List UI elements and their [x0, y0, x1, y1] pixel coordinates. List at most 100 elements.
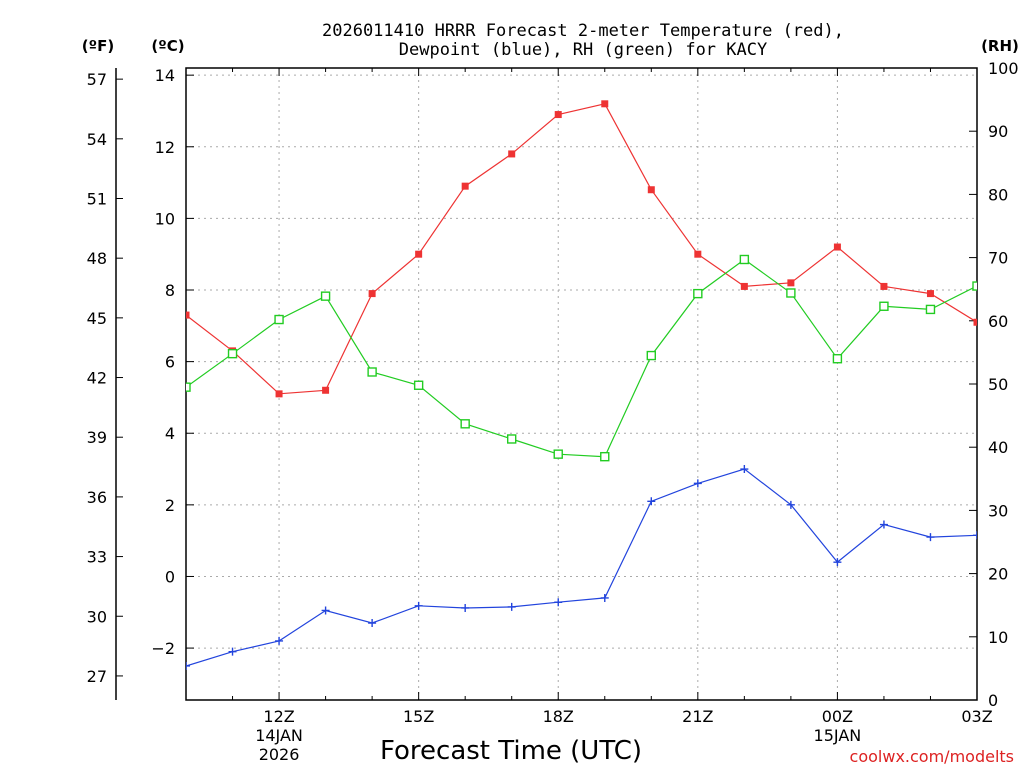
- grid-lines: [186, 68, 978, 700]
- data-point-marker: [186, 311, 190, 319]
- data-point-marker: [833, 243, 841, 251]
- data-point-marker: [322, 386, 330, 394]
- rh-tick-label: 20: [988, 565, 1008, 584]
- data-point-marker: [833, 558, 842, 567]
- data-point-marker: [508, 150, 516, 158]
- fahrenheit-tick-label: 30: [87, 607, 107, 626]
- data-point-marker: [507, 602, 516, 611]
- x-date-label: 15JAN: [814, 726, 862, 745]
- plot-area: [186, 100, 1024, 670]
- rh-tick-label: 100: [988, 59, 1019, 78]
- chart-title-line-1: 2026011410 HRRR Forecast 2-meter Tempera…: [322, 21, 844, 41]
- x-tick-label: 18Z: [543, 707, 574, 726]
- data-point-marker: [228, 647, 237, 656]
- data-point-marker: [926, 290, 934, 298]
- data-point-marker: [367, 367, 377, 377]
- data-point-marker: [1020, 279, 1024, 287]
- data-point-marker: [275, 390, 283, 398]
- data-point-marker: [600, 451, 610, 462]
- data-point-marker: [414, 601, 423, 610]
- data-point-marker: [740, 282, 748, 290]
- data-point-marker: [786, 500, 795, 509]
- data-point-marker: [739, 254, 750, 265]
- celsius-tick-label: 10: [155, 209, 175, 228]
- celsius-tick-label: 0: [165, 567, 175, 586]
- data-point-marker: [415, 250, 423, 258]
- data-point-marker: [461, 182, 469, 190]
- data-point-marker: [694, 250, 702, 258]
- data-point-marker: [460, 419, 470, 429]
- data-point-marker: [554, 598, 563, 607]
- rh-tick-label: 70: [988, 249, 1008, 268]
- data-point-marker: [693, 288, 703, 299]
- rh-tick-label: 30: [988, 501, 1008, 520]
- series-dewpoint: [186, 465, 1024, 670]
- data-point-marker: [413, 380, 424, 390]
- data-series: [186, 100, 1024, 670]
- fahrenheit-tick-label: 51: [87, 189, 107, 208]
- fahrenheit-tick-label: 45: [87, 309, 107, 328]
- fahrenheit-unit-label: (ºF): [82, 37, 114, 55]
- axes: [115, 67, 978, 701]
- data-point-marker: [227, 348, 238, 359]
- celsius-tick-label: 4: [165, 424, 175, 443]
- data-point-marker: [186, 382, 191, 392]
- x-date-label: 2026: [259, 745, 300, 764]
- series-line: [186, 468, 977, 667]
- data-point-marker: [1020, 515, 1024, 523]
- celsius-tick-label: −2: [151, 639, 175, 658]
- data-point-marker: [647, 186, 655, 194]
- fahrenheit-tick-label: 27: [87, 667, 107, 686]
- series-temperature: [186, 100, 1024, 398]
- data-point-marker: [787, 279, 795, 287]
- data-point-marker: [461, 603, 470, 612]
- data-point-marker: [275, 636, 284, 645]
- celsius-tick-label: 14: [155, 66, 175, 85]
- celsius-tick-label: 12: [155, 138, 175, 157]
- rh-tick-label: 10: [988, 628, 1008, 647]
- series-relative-humidity: [186, 254, 1024, 462]
- rh-tick-label: 90: [988, 122, 1008, 141]
- data-point-marker: [186, 661, 190, 670]
- fahrenheit-tick-label: 57: [87, 70, 107, 89]
- x-axis-title: Forecast Time (UTC): [380, 736, 642, 766]
- data-point-marker: [973, 318, 977, 326]
- data-point-marker: [554, 111, 562, 119]
- data-point-marker: [926, 533, 935, 542]
- data-point-marker: [321, 606, 330, 615]
- data-point-marker: [879, 520, 888, 529]
- celsius-tick-label: 6: [165, 353, 175, 372]
- data-point-marker: [973, 531, 977, 540]
- data-point-marker: [832, 354, 843, 364]
- rh-tick-label: 80: [988, 185, 1008, 204]
- data-point-marker: [553, 449, 563, 459]
- data-point-marker: [740, 465, 749, 474]
- fahrenheit-tick-label: 39: [87, 428, 107, 447]
- chart-title-line-2: Dewpoint (blue), RH (green) for KACY: [399, 40, 767, 60]
- x-tick-label: 21Z: [682, 707, 713, 726]
- x-tick-label: 15Z: [403, 707, 434, 726]
- fahrenheit-tick-label: 48: [87, 249, 107, 268]
- x-tick-label: 12Z: [263, 707, 294, 726]
- data-point-marker: [786, 288, 796, 298]
- plot-frame: [185, 67, 978, 701]
- data-point-marker: [972, 281, 977, 291]
- data-point-marker: [320, 291, 331, 301]
- data-point-marker: [368, 619, 377, 628]
- data-point-marker: [693, 479, 702, 488]
- data-point-marker: [274, 314, 284, 325]
- data-point-marker: [646, 350, 656, 361]
- data-point-marker: [507, 434, 517, 444]
- celsius-tick-label: 8: [165, 281, 175, 300]
- x-tick-label: 00Z: [822, 707, 853, 726]
- rh-tick-label: 0: [988, 691, 998, 710]
- series-line: [186, 103, 977, 395]
- data-point-marker: [647, 497, 656, 506]
- rh-tick-label: 40: [988, 438, 1008, 457]
- data-point-marker: [1020, 308, 1024, 315]
- source-credit: coolwx.com/modelts: [850, 747, 1014, 766]
- x-tick-label: 03Z: [961, 707, 992, 726]
- rh-tick-label: 50: [988, 375, 1008, 394]
